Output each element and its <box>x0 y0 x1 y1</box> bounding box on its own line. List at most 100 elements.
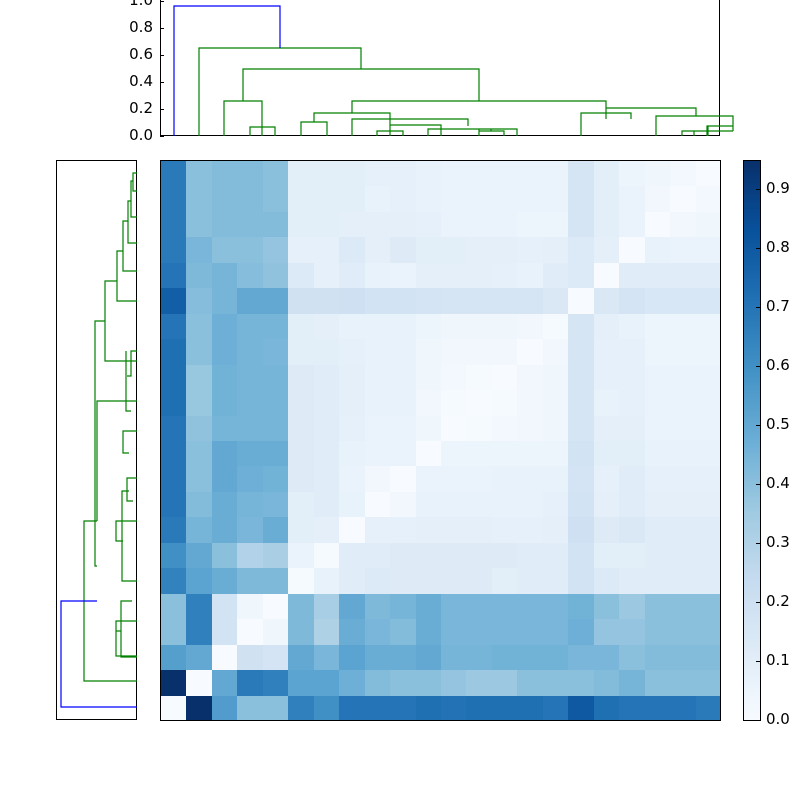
heatmap-cell <box>644 339 671 366</box>
heatmap-cell <box>542 237 569 264</box>
heatmap-cell <box>186 211 213 238</box>
heatmap-cell <box>237 441 264 467</box>
heatmap-cell <box>262 161 289 187</box>
heatmap-cell <box>237 211 264 238</box>
heatmap-cell <box>695 339 720 366</box>
heatmap-cell <box>211 339 238 366</box>
heatmap-cell <box>593 211 620 238</box>
heatmap-cell <box>619 161 646 187</box>
heatmap-cell <box>339 364 366 391</box>
heatmap-cell <box>491 568 518 595</box>
heatmap-cell <box>390 313 417 340</box>
heatmap-cell <box>364 262 391 289</box>
heatmap-cell <box>313 390 340 417</box>
heatmap-cell <box>619 364 646 391</box>
heatmap-cell <box>695 237 720 264</box>
heatmap-cell <box>441 542 467 569</box>
heatmap-cell <box>313 670 340 697</box>
heatmap-cell <box>466 186 493 213</box>
heatmap-cell <box>644 695 671 720</box>
dendrogram-link <box>173 5 281 136</box>
heatmap-cell <box>262 517 289 544</box>
heatmap-cell <box>262 542 289 569</box>
heatmap-cell <box>161 644 187 671</box>
heatmap-cell <box>568 568 595 595</box>
heatmap-cell <box>593 161 620 187</box>
heatmap-cell <box>441 237 467 264</box>
heatmap-cell <box>517 390 544 417</box>
heatmap-cell <box>593 390 620 417</box>
heatmap-cell <box>313 491 340 518</box>
heatmap-cell <box>491 517 518 544</box>
heatmap-cell <box>313 542 340 569</box>
heatmap-cell <box>593 186 620 213</box>
heatmap-cell <box>695 441 720 467</box>
heatmap-cell <box>517 288 544 315</box>
heatmap-cell <box>466 542 493 569</box>
heatmap-cell <box>695 161 720 187</box>
heatmap-cell <box>670 364 697 391</box>
heatmap-cell <box>619 288 646 315</box>
heatmap-cell <box>593 593 620 620</box>
heatmap-cell <box>670 644 697 671</box>
heatmap-cell <box>517 415 544 442</box>
heatmap-cell <box>568 441 595 467</box>
heatmap-cell <box>237 415 264 442</box>
colorbar-tick-label: 0.5 <box>766 415 790 434</box>
heatmap-cell <box>415 441 442 467</box>
heatmap-cell <box>593 542 620 569</box>
heatmap-cell <box>211 262 238 289</box>
colorbar-tick-label: 0.2 <box>766 592 790 611</box>
heatmap-cell <box>542 517 569 544</box>
heatmap-cell <box>542 313 569 340</box>
heatmap-cell <box>390 390 417 417</box>
heatmap-cell <box>364 695 391 720</box>
heatmap-cell <box>339 186 366 213</box>
heatmap-cell <box>542 670 569 697</box>
heatmap-cell <box>313 161 340 187</box>
heatmap-cell <box>441 288 467 315</box>
heatmap-cell <box>695 186 720 213</box>
heatmap-cell <box>593 415 620 442</box>
heatmap-cell <box>466 237 493 264</box>
heatmap-cell <box>161 313 187 340</box>
heatmap-cell <box>161 364 187 391</box>
heatmap-cell <box>670 517 697 544</box>
heatmap-cell <box>186 237 213 264</box>
heatmap-cell <box>211 364 238 391</box>
heatmap-cell <box>161 186 187 213</box>
heatmap-cell <box>237 517 264 544</box>
heatmap-cell <box>211 593 238 620</box>
heatmap-cell <box>568 339 595 366</box>
heatmap-cell <box>670 593 697 620</box>
heatmap-cell <box>695 415 720 442</box>
heatmap-cell <box>568 415 595 442</box>
heatmap-cell <box>619 695 646 720</box>
heatmap-cell <box>441 491 467 518</box>
heatmap-cell <box>644 211 671 238</box>
heatmap-cell <box>211 186 238 213</box>
heatmap-cell <box>288 186 315 213</box>
heatmap-cell <box>237 568 264 595</box>
heatmap-cell <box>670 466 697 493</box>
heatmap-cell <box>441 644 467 671</box>
colorbar-tick-label: 0.0 <box>766 710 790 728</box>
heatmap-cell <box>593 695 620 720</box>
heatmap-cell <box>491 262 518 289</box>
heatmap-cell <box>491 670 518 697</box>
heatmap-cell <box>288 161 315 187</box>
heatmap-cell <box>695 390 720 417</box>
heatmap-cell <box>491 390 518 417</box>
heatmap-cell <box>466 441 493 467</box>
heatmap-cell <box>364 542 391 569</box>
heatmap-cell <box>670 441 697 467</box>
heatmap-cell <box>211 644 238 671</box>
heatmap-cell <box>390 161 417 187</box>
heatmap-cell <box>186 313 213 340</box>
colorbar-tick-mark <box>756 307 760 309</box>
heatmap-cell <box>568 517 595 544</box>
heatmap-cell <box>262 339 289 366</box>
heatmap-cell <box>568 695 595 720</box>
heatmap-cell <box>441 593 467 620</box>
heatmap-cell <box>237 262 264 289</box>
